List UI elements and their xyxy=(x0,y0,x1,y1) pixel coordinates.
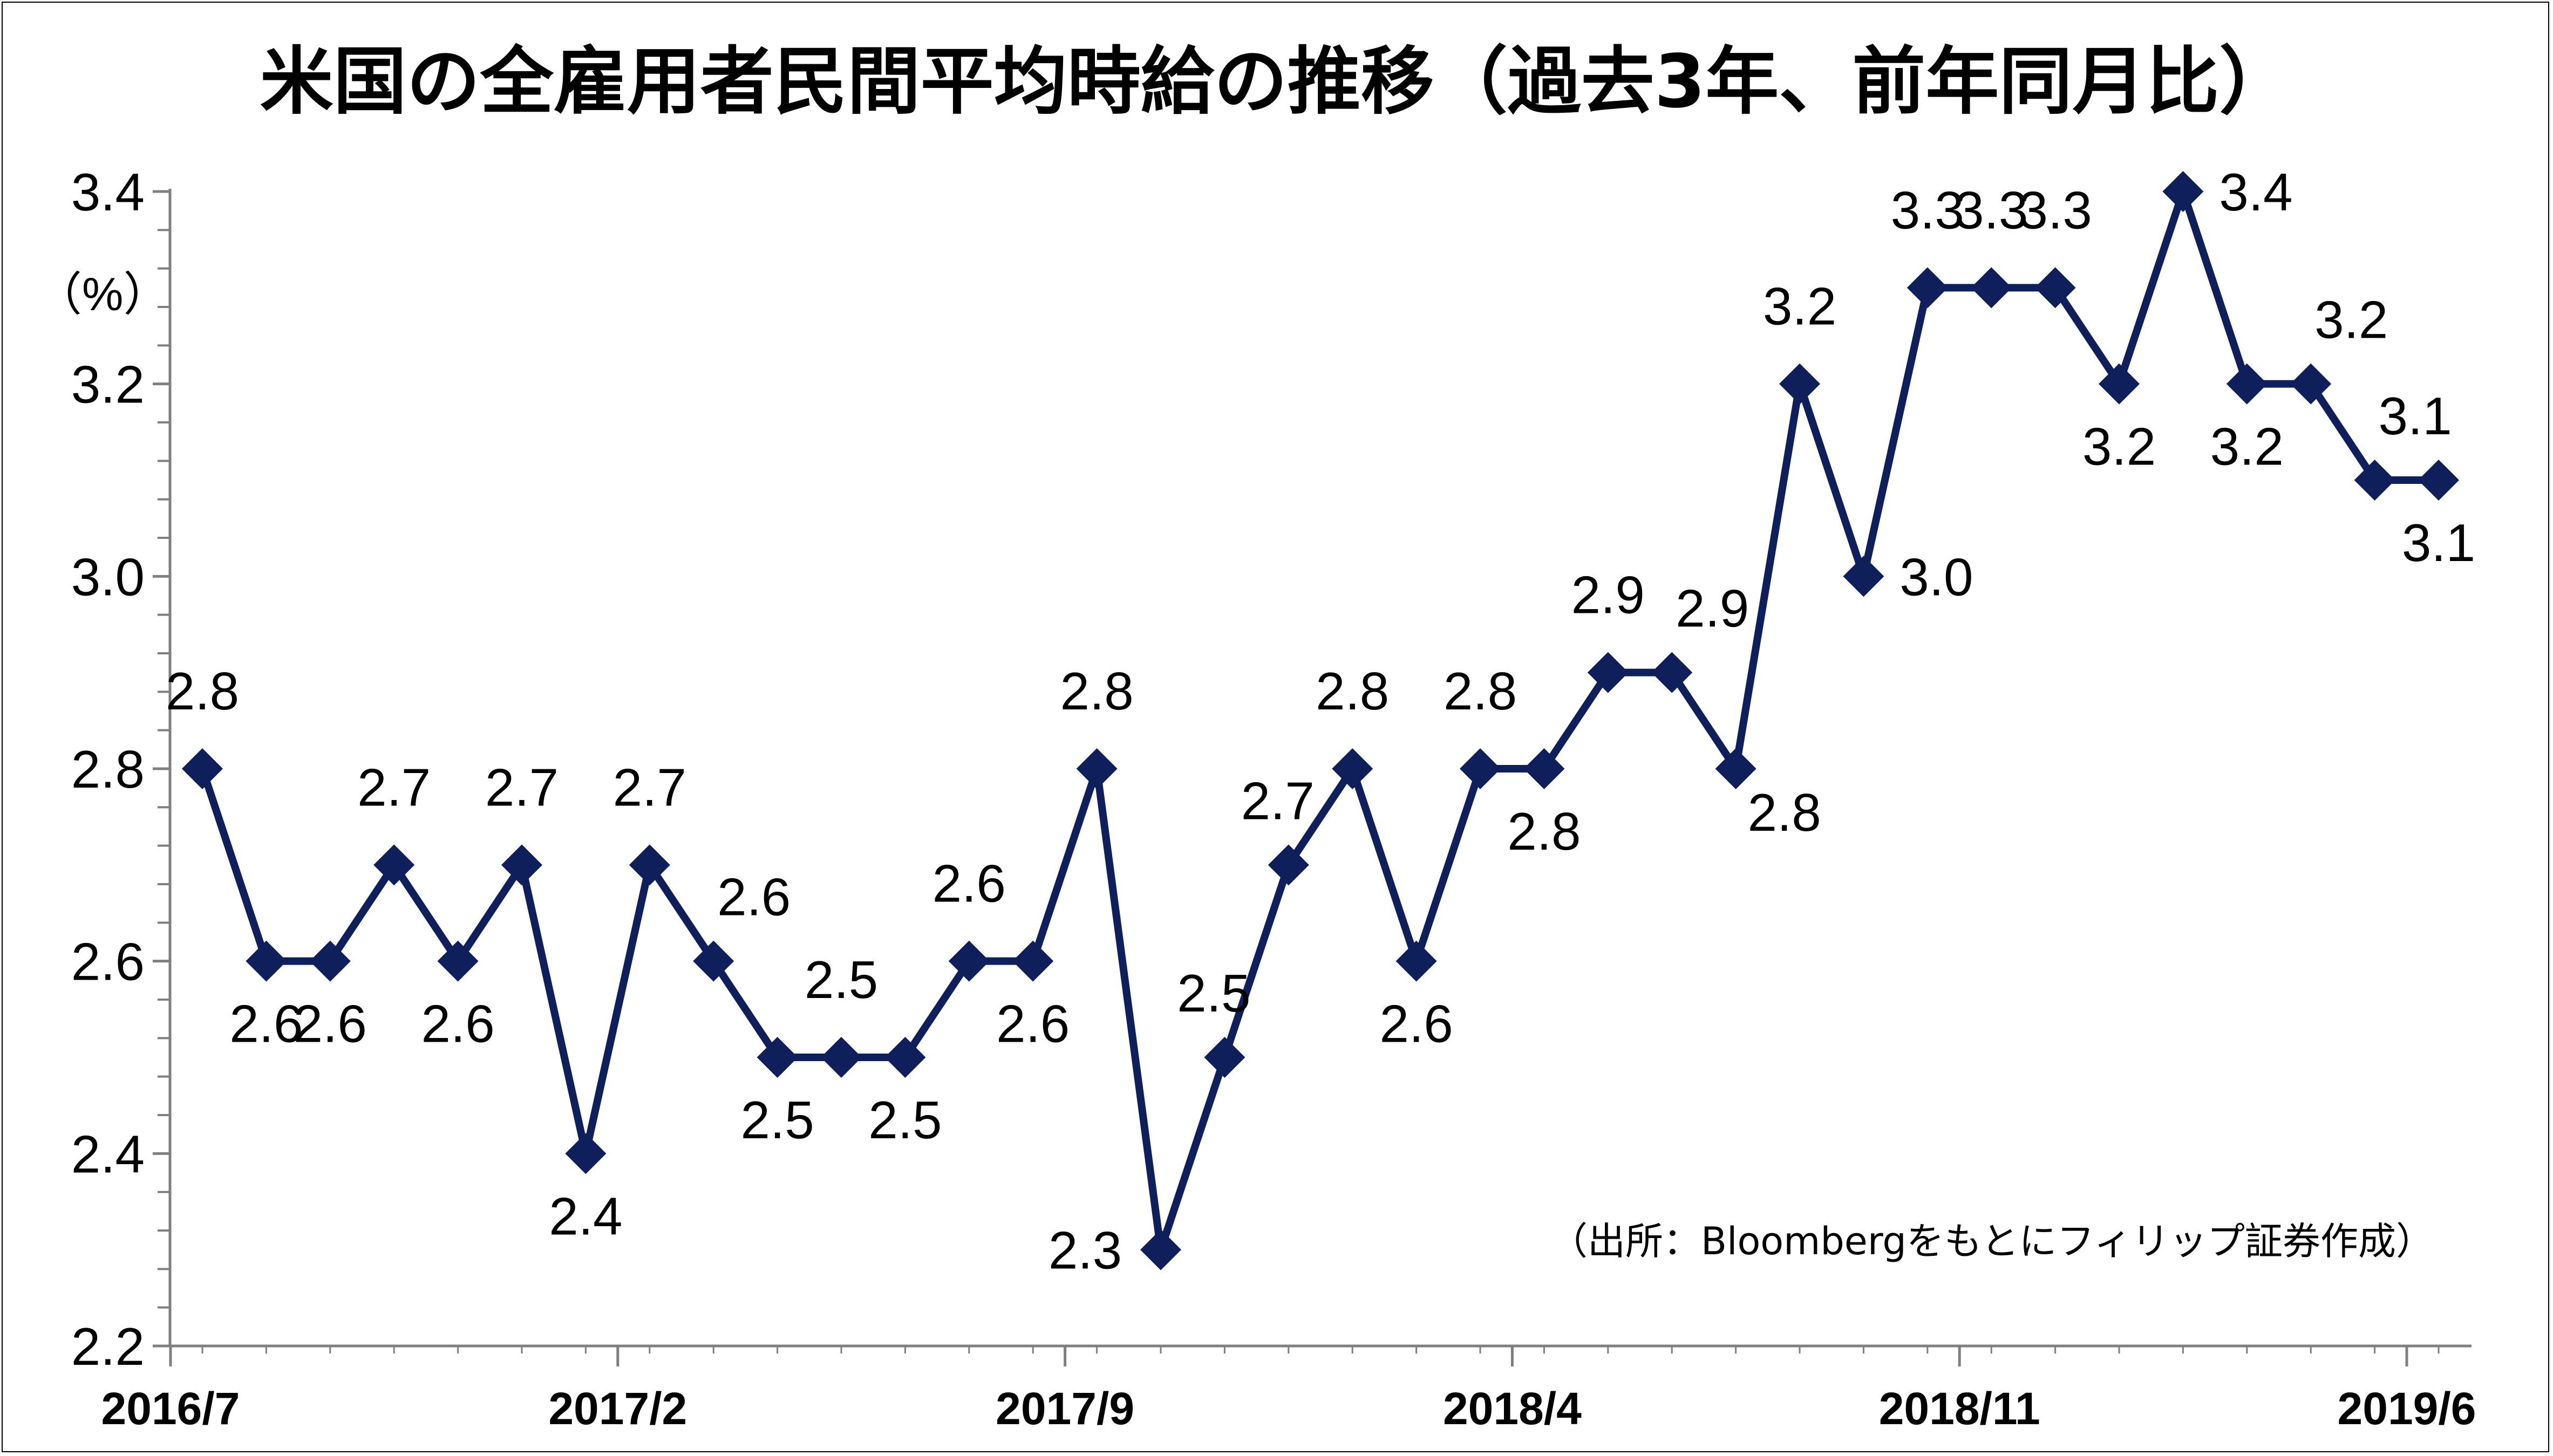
x-tick-label: 2018/4 xyxy=(1443,1383,1582,1434)
data-label: 2.8 xyxy=(1747,783,1821,842)
x-tick-label: 2017/9 xyxy=(996,1383,1134,1434)
x-tick-label: 2016/7 xyxy=(101,1383,240,1434)
data-label: 2.6 xyxy=(996,994,1070,1054)
data-point-marker xyxy=(884,1037,926,1078)
data-label: 3.1 xyxy=(2378,386,2452,446)
y-tick-label: 2.2 xyxy=(71,1317,145,1376)
data-point-marker xyxy=(1460,748,1501,789)
data-label: 2.7 xyxy=(357,757,431,817)
data-point-marker xyxy=(757,1037,798,1078)
data-label: 3.2 xyxy=(2210,417,2284,476)
data-label: 3.3 xyxy=(1891,180,1964,240)
data-point-marker xyxy=(629,844,670,886)
data-label: 3.1 xyxy=(2402,513,2475,572)
data-point-marker xyxy=(565,1133,607,1174)
data-point-marker xyxy=(2354,460,2395,501)
data-point-marker xyxy=(1268,844,1309,886)
x-tick-label: 2018/11 xyxy=(1879,1383,2040,1434)
y-tick-label: 3.0 xyxy=(71,547,145,606)
data-label: 2.7 xyxy=(485,757,559,817)
data-point-marker xyxy=(1204,1037,1245,1078)
data-label: 2.9 xyxy=(1676,579,1749,638)
data-point-marker xyxy=(2290,363,2332,405)
data-label: 2.8 xyxy=(166,661,239,721)
data-point-marker xyxy=(182,748,223,789)
data-label: 2.5 xyxy=(805,950,878,1009)
data-label: 2.8 xyxy=(1060,661,1133,721)
data-point-marker xyxy=(1332,748,1373,789)
y-axis-unit: （%） xyxy=(36,269,169,320)
data-point-marker xyxy=(1907,267,1948,309)
data-label: 2.8 xyxy=(1444,661,1517,721)
data-label: 3.2 xyxy=(2082,417,2156,476)
data-label: 2.5 xyxy=(868,1090,942,1150)
data-point-marker xyxy=(2034,267,2076,309)
data-label: 3.2 xyxy=(2314,290,2388,350)
data-label: 2.6 xyxy=(229,994,303,1054)
data-label: 2.6 xyxy=(717,867,791,927)
data-label: 2.7 xyxy=(613,757,686,817)
data-point-marker xyxy=(1843,556,1884,597)
x-tick-label: 2017/2 xyxy=(548,1383,687,1434)
axes: 2.2 2.4 2.6 2.8 3.0 3.2 3.4 2016/7 2017/2 2017/9 2… xyxy=(71,162,2476,1434)
data-label: 3.2 xyxy=(1763,277,1836,336)
data-point-marker xyxy=(693,940,734,982)
data-point-marker xyxy=(1012,940,1054,982)
data-point-marker xyxy=(1779,363,1820,405)
data-label: 2.8 xyxy=(1316,661,1389,721)
data-point-marker xyxy=(1587,652,1629,693)
source-note: （出所：Bloombergをもとにフィリップ証券作成） xyxy=(1550,1219,2434,1263)
data-label-group: 2.82.62.62.72.62.72.42.72.62.52.52.52.62… xyxy=(166,162,2475,1280)
data-label: 3.4 xyxy=(2219,162,2292,222)
data-label: 2.6 xyxy=(421,994,494,1054)
data-point-marker xyxy=(821,1037,862,1078)
data-label: 2.3 xyxy=(1049,1221,1122,1280)
data-label: 2.8 xyxy=(1507,802,1581,861)
x-tick-label: 2019/6 xyxy=(2338,1383,2476,1434)
data-point-marker xyxy=(1715,748,1757,789)
y-tick-label: 3.4 xyxy=(71,162,145,222)
data-label: 2.7 xyxy=(1241,771,1315,830)
data-point-marker xyxy=(1076,748,1118,789)
data-label: 2.6 xyxy=(1379,994,1453,1054)
data-label: 3.0 xyxy=(1900,547,1973,606)
data-point-marker xyxy=(1395,940,1437,982)
data-point-marker xyxy=(373,844,415,886)
data-point-marker xyxy=(437,940,479,982)
data-point-marker xyxy=(2162,171,2204,212)
y-tick-label: 3.2 xyxy=(71,355,145,414)
data-point-marker xyxy=(1651,652,1693,693)
data-point-marker xyxy=(1523,748,1565,789)
series-line-group xyxy=(182,171,2459,1270)
data-label: 2.6 xyxy=(294,994,367,1054)
y-tick-label: 2.4 xyxy=(71,1124,145,1184)
y-tick-label: 2.6 xyxy=(71,932,145,992)
data-point-marker xyxy=(2418,460,2459,501)
series-line xyxy=(199,188,2439,1254)
data-point-marker xyxy=(948,940,990,982)
data-label: 3.3 xyxy=(1955,180,2028,240)
data-label: 2.5 xyxy=(740,1090,814,1150)
data-point-marker xyxy=(309,940,351,982)
data-label: 2.4 xyxy=(549,1186,622,1246)
data-label: 3.3 xyxy=(2018,180,2092,240)
data-point-marker xyxy=(1971,267,2012,309)
data-point-marker xyxy=(1140,1229,1181,1270)
data-label: 2.5 xyxy=(1177,963,1250,1023)
data-point-marker xyxy=(2099,363,2140,405)
chart-title: 米国の全雇用者民間平均時給の推移（過去3年、前年同月比） xyxy=(260,39,2293,125)
data-point-marker xyxy=(2226,363,2268,405)
data-point-marker xyxy=(501,844,542,886)
data-label: 2.9 xyxy=(1571,565,1645,625)
y-tick-label: 2.8 xyxy=(71,740,145,799)
data-point-marker xyxy=(246,940,287,982)
data-label: 2.6 xyxy=(932,854,1006,913)
